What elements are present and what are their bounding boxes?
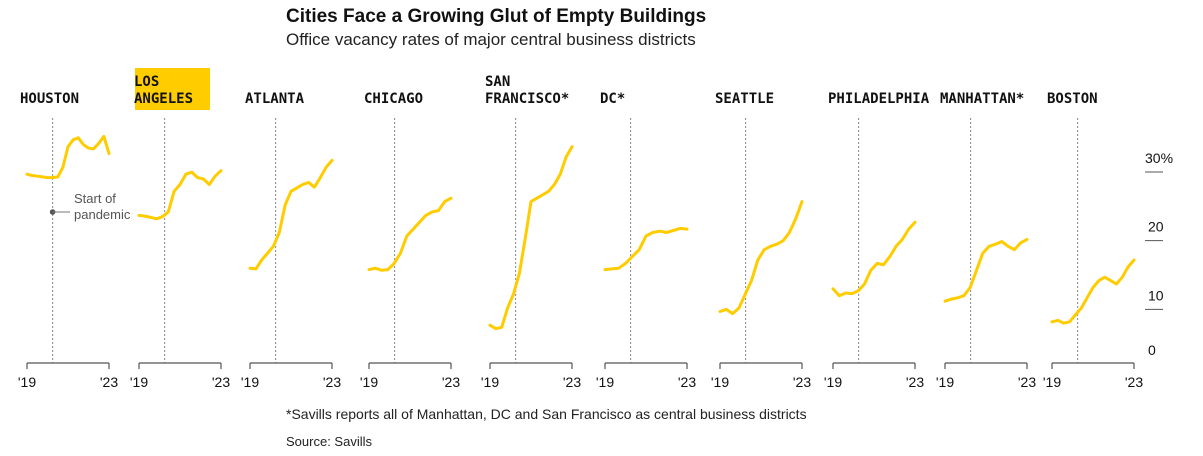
series-line (25, 134, 111, 180)
x-tick-label: '23 (563, 374, 581, 390)
city-label: BOSTON (1047, 91, 1098, 107)
chart-subtitle: Office vacancy rates of major central bu… (286, 30, 696, 49)
city-label: LOS ANGELES (134, 74, 193, 107)
city-label: SAN FRANCISCO* (485, 74, 569, 107)
x-tick-label: '19 (936, 374, 954, 390)
x-tick-label: '23 (100, 374, 118, 390)
x-tick-label: '23 (1125, 374, 1143, 390)
x-tick-label: '19 (18, 374, 36, 390)
source-note: Source: Savills (286, 434, 372, 449)
y-tick-label: 20 (1148, 219, 1164, 235)
x-tick-label: '23 (442, 374, 460, 390)
pandemic-annotation: Start of pandemic (74, 191, 131, 222)
city-label: DC* (600, 91, 625, 107)
footnote: *Savills reports all of Manhattan, DC an… (286, 406, 807, 422)
series-line (943, 237, 1029, 303)
x-tick-label: '19 (241, 374, 259, 390)
x-tick-label: '23 (906, 374, 924, 390)
city-label: HOUSTON (20, 91, 79, 107)
x-tick-label: '23 (793, 374, 811, 390)
city-label: SEATTLE (715, 91, 774, 107)
x-tick-label: '23 (678, 374, 696, 390)
x-tick-label: '23 (212, 374, 230, 390)
chart-area: HOUSTON '19 '23 LOS ANGELES '19 '23 ATLANTA '19 '… (18, 68, 1173, 390)
x-tick-label: '19 (1043, 374, 1061, 390)
x-tick-label: '23 (323, 374, 341, 390)
series-line (831, 220, 917, 298)
y-tick-label: 0 (1148, 342, 1156, 358)
x-tick-label: '19 (824, 374, 842, 390)
x-tick-label: '19 (596, 374, 614, 390)
series-line (488, 145, 574, 331)
city-label: MANHATTAN* (940, 91, 1024, 107)
chart-title: Cities Face a Growing Glut of Empty Buil… (286, 6, 707, 27)
x-tick-label: '19 (711, 374, 729, 390)
series-line (1050, 258, 1136, 325)
x-tick-label: '19 (360, 374, 378, 390)
city-label: ATLANTA (245, 91, 305, 107)
series-line (603, 226, 689, 272)
city-label: CHICAGO (364, 91, 423, 107)
series-line (718, 200, 804, 316)
series-line (137, 169, 223, 221)
x-tick-label: '19 (481, 374, 499, 390)
x-tick-label: '23 (1018, 374, 1036, 390)
x-tick-label: '19 (130, 374, 148, 390)
y-tick-label: 30% (1145, 150, 1173, 166)
series-line (367, 196, 453, 272)
city-label: PHILADELPHIA (828, 91, 930, 107)
highlight-box (135, 68, 210, 110)
y-tick-label: 10 (1148, 287, 1164, 303)
series-line (248, 158, 334, 271)
